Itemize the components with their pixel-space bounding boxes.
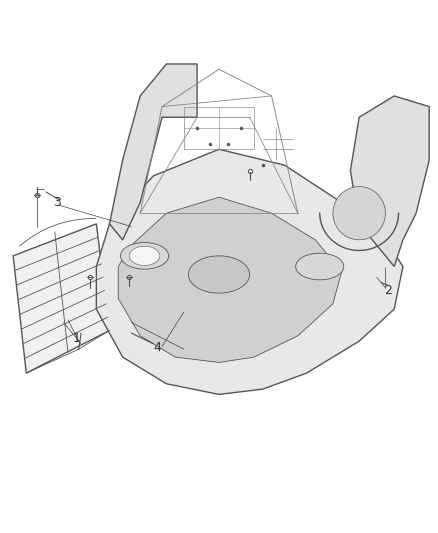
Polygon shape	[118, 197, 342, 362]
Polygon shape	[13, 224, 110, 373]
Polygon shape	[129, 246, 160, 265]
Text: 1: 1	[73, 332, 81, 345]
Polygon shape	[120, 243, 169, 269]
Text: 4: 4	[154, 341, 162, 354]
Polygon shape	[333, 187, 385, 240]
Polygon shape	[350, 96, 429, 266]
Text: 3: 3	[53, 196, 61, 209]
Polygon shape	[110, 64, 197, 240]
Polygon shape	[296, 253, 344, 280]
Text: 2: 2	[384, 284, 392, 297]
Polygon shape	[188, 256, 250, 293]
Polygon shape	[96, 149, 403, 394]
